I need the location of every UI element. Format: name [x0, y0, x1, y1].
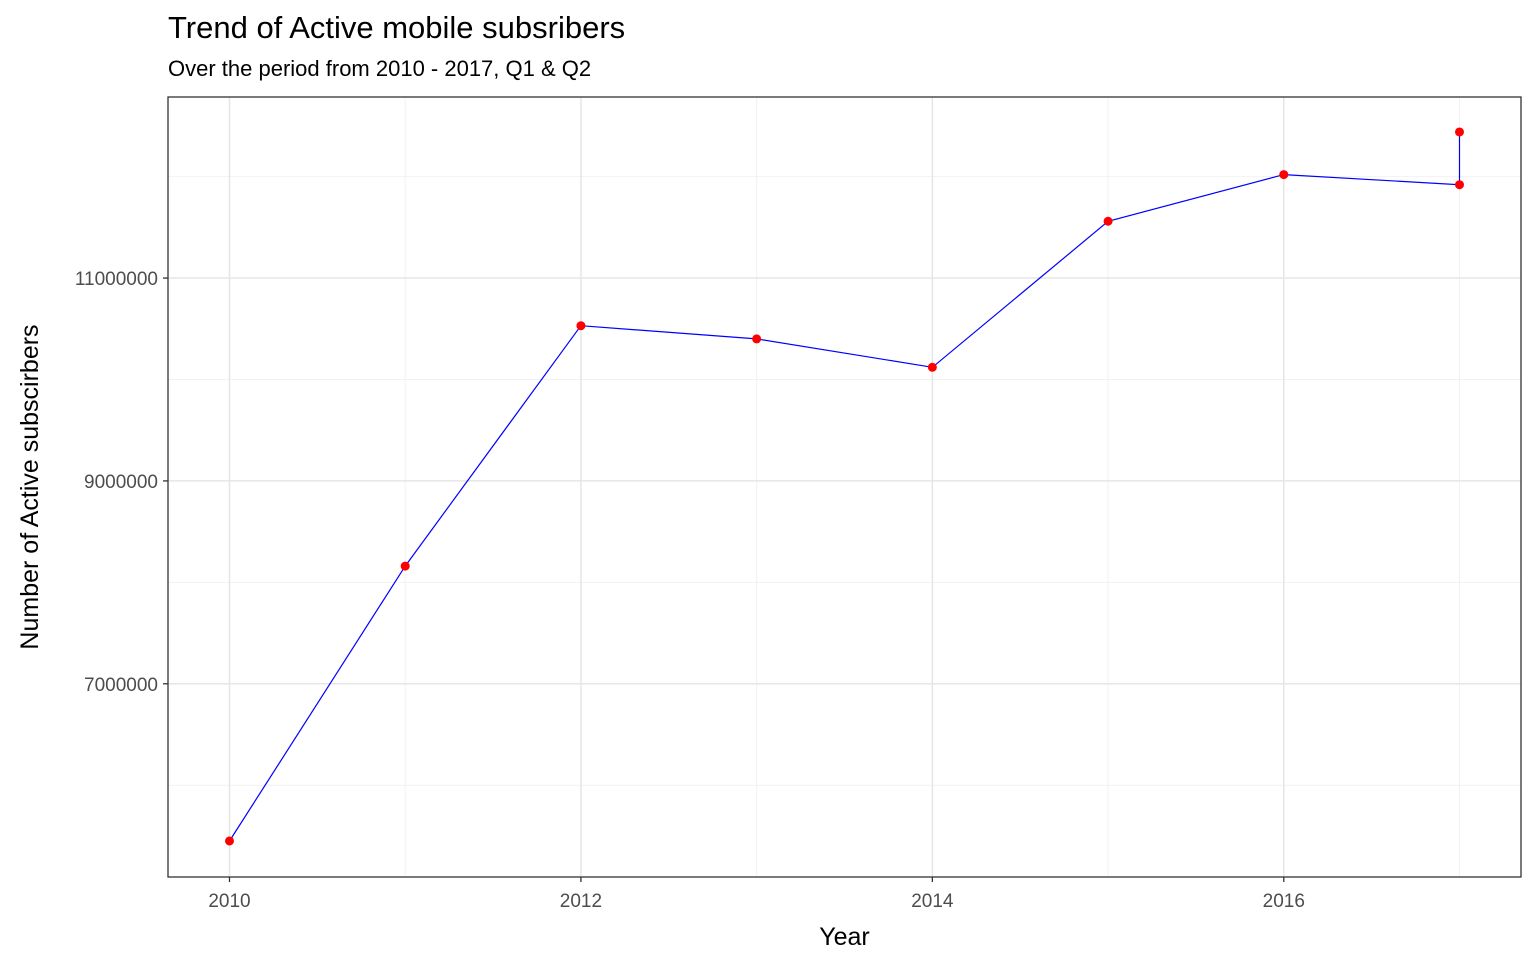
x-tick-label: 2010: [208, 891, 250, 912]
y-axis-title: Number of Active subscirbers: [16, 324, 44, 649]
data-point: [752, 334, 762, 344]
plot-panel-border: [167, 96, 1522, 878]
series-lines: [228, 132, 1461, 842]
minor-gridlines: [168, 97, 1521, 877]
chart-subtitle: Over the period from 2010 - 2017, Q1 & Q…: [168, 56, 592, 81]
data-point: [576, 321, 586, 331]
chart-title: Trend of Active mobile subsribers: [168, 10, 626, 45]
x-tick-label: 2016: [1263, 891, 1305, 912]
series-points: [225, 127, 1464, 846]
data-point: [400, 561, 410, 571]
data-point: [1455, 127, 1464, 137]
data-point: [225, 836, 234, 846]
x-tick-label: 2014: [911, 891, 954, 912]
series-line: [228, 132, 1461, 842]
data-point: [1103, 216, 1113, 226]
y-axis: 7000000 9000000 11000000: [75, 269, 168, 696]
x-axis: 2010 2012 2014 2016: [208, 877, 1305, 912]
y-tick-label: 7000000: [84, 675, 158, 696]
y-tick-label: 11000000: [75, 269, 158, 290]
x-axis-title: Year: [819, 923, 870, 951]
y-tick-label: 9000000: [84, 472, 158, 493]
major-gridlines: [168, 97, 1521, 877]
data-point: [1279, 170, 1289, 180]
data-point: [927, 362, 937, 372]
data-point: [1455, 180, 1464, 190]
x-tick-label: 2012: [560, 891, 602, 912]
